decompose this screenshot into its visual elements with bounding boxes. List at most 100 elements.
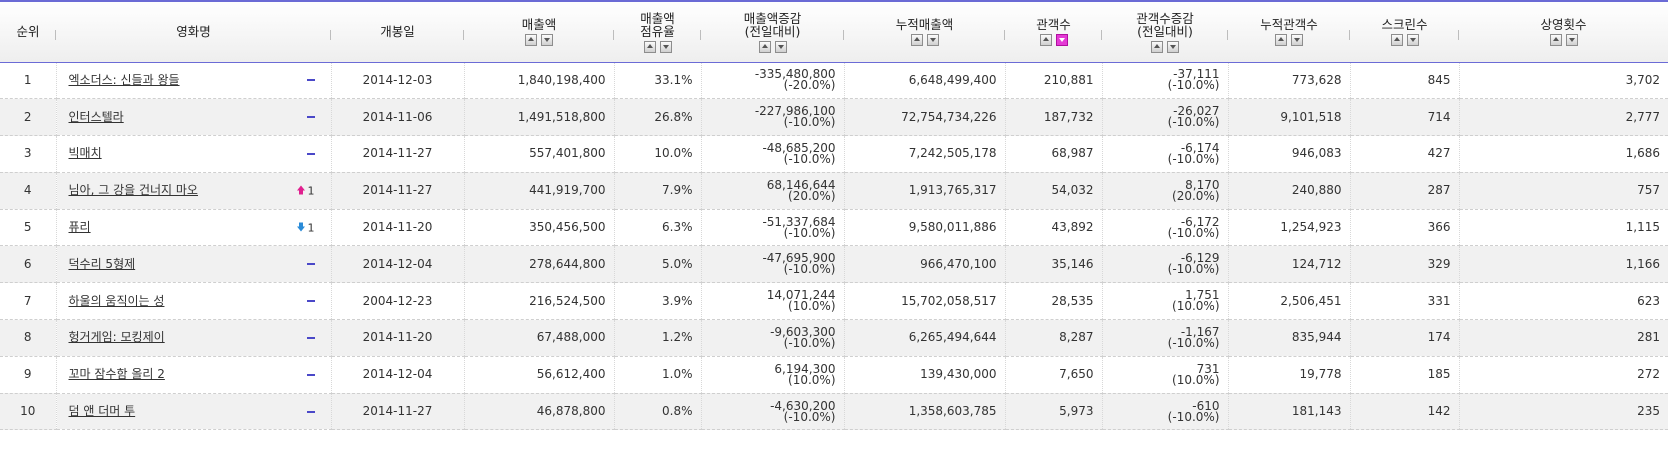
sort-desc-button[interactable] <box>1055 34 1068 47</box>
sales-diff-cell-percent: (-10.0%) <box>783 262 836 277</box>
title-cell: 헝거게임: 모킹제이 <box>56 319 332 357</box>
rank-cell: 9 <box>0 356 57 394</box>
sales-share-cell: 26.8% <box>614 98 702 137</box>
shows-cell: 2,777 <box>1459 98 1668 137</box>
sort-asc-button[interactable] <box>1151 40 1163 53</box>
audience-diff-cell: -6,129 (-10.0%) <box>1102 245 1229 284</box>
acc-audience-cell: 19,778 <box>1228 356 1351 394</box>
sort-desc-button[interactable] <box>1565 34 1578 47</box>
sort-asc-button[interactable] <box>1039 34 1052 47</box>
sort-desc-button[interactable] <box>659 40 672 53</box>
col-header-title: 영화명 <box>56 2 331 63</box>
audience-cell: 54,032 <box>1005 172 1103 210</box>
sales-share-cell: 6.3% <box>614 209 702 247</box>
sort-desc-button[interactable] <box>926 34 939 47</box>
sort-asc-button[interactable] <box>643 40 656 53</box>
movie-title-link[interactable]: 꼬마 잠수함 올리 2 <box>68 367 165 382</box>
sort-desc-button[interactable] <box>1406 34 1419 47</box>
sort-desc-button[interactable] <box>774 40 787 53</box>
header-row: 순위 영화명 개봉일 매출액 매출액 점유율 매출액증감 (전일대비) 누적매출액 관객수 관객수증… <box>0 2 1668 63</box>
table-row: 4 님아, 그 강을 건너지 마오 1 2014-11-27 441,919,700 7.… <box>0 172 1668 210</box>
rank-cell: 6 <box>0 245 57 284</box>
audience-diff-cell: -6,174 (-10.0%) <box>1102 135 1229 173</box>
open-date-cell: 2014-11-20 <box>331 209 465 247</box>
audience-diff-cell: -1,167 (-10.0%) <box>1102 319 1229 357</box>
table-row: 6 덕수리 5형제 2014-12-04 278,644,800 5.0% -47,695… <box>0 245 1668 284</box>
movie-title-link[interactable]: 하울의 움직이는 성 <box>68 293 165 308</box>
screens-cell: 185 <box>1350 356 1460 394</box>
open-date-cell: 2014-12-03 <box>331 62 465 100</box>
movie-title-link[interactable]: 헝거게임: 모킹제이 <box>68 330 165 345</box>
table-header: 순위 영화명 개봉일 매출액 매출액 점유율 매출액증감 (전일대비) 누적매출액 관객수 관객수증… <box>0 2 1668 63</box>
movie-title-link[interactable]: 빅매치 <box>68 146 102 161</box>
sort-controls <box>1230 34 1348 47</box>
sales-diff-cell-value: -9,603,300 <box>770 324 836 339</box>
movie-title-link[interactable]: 덕수리 5형제 <box>68 256 136 271</box>
top-rule <box>0 0 1668 2</box>
open-date-cell: 2014-11-27 <box>331 135 465 173</box>
sales-cell: 216,524,500 <box>464 282 615 321</box>
table-row: 7 하울의 움직이는 성 2004-12-23 216,524,500 3.9% 14,0… <box>0 282 1668 321</box>
audience-diff-cell: -610 (-10.0%) <box>1102 393 1229 431</box>
sort-asc-button[interactable] <box>758 40 771 53</box>
sales-share-cell: 7.9% <box>614 172 702 210</box>
no-change-icon <box>306 373 315 376</box>
col-header-label: (전일대비) <box>744 23 801 39</box>
table-row: 10 덤 앤 더머 투 2014-11-27 46,878,800 0.8% -4,630… <box>0 393 1668 431</box>
movie-title-link[interactable]: 인터스텔라 <box>68 109 124 124</box>
sort-controls <box>1461 34 1666 47</box>
col-header-label: 상영횟수 <box>1540 17 1587 33</box>
no-change-icon <box>306 300 315 303</box>
sales-share-cell: 1.0% <box>614 356 702 394</box>
col-header-acc-aud: 누적관객수 <box>1228 2 1350 63</box>
sort-asc-button[interactable] <box>525 34 537 47</box>
sales-diff-cell: -47,695,900 (-10.0%) <box>701 245 845 284</box>
table-row: 2 인터스텔라 2014-11-06 1,491,518,800 26.8% -227,9… <box>0 98 1668 137</box>
audience-diff-cell-percent: (-10.0%) <box>1167 115 1220 130</box>
shows-cell: 3,702 <box>1459 62 1668 100</box>
rank-change <box>306 263 315 266</box>
sort-desc-button[interactable] <box>541 34 553 47</box>
sort-asc-button[interactable] <box>910 34 923 47</box>
sort-desc-button[interactable] <box>1167 40 1179 53</box>
movie-title-link[interactable]: 퓨리 <box>68 220 91 235</box>
screens-cell: 845 <box>1350 62 1460 100</box>
rank-change <box>306 300 315 303</box>
sort-controls <box>466 34 612 47</box>
audience-diff-cell-value: -37,111 <box>1173 67 1220 82</box>
rank-cell: 10 <box>0 393 57 431</box>
audience-cell: 187,732 <box>1005 98 1103 137</box>
no-change-icon <box>306 336 315 339</box>
title-cell: 님아, 그 강을 건너지 마오 1 <box>56 172 332 210</box>
table-row: 5 퓨리 1 2014-11-20 350,456,500 6.3% -51,337,684… <box>0 209 1668 247</box>
movie-title-link[interactable]: 엑소더스: 신들과 왕들 <box>68 72 180 87</box>
screens-cell: 287 <box>1350 172 1460 210</box>
sort-asc-button[interactable] <box>1390 34 1403 47</box>
rank-cell: 5 <box>0 209 57 247</box>
sales-diff-cell-percent: (-10.0%) <box>783 225 836 240</box>
movie-title-link[interactable]: 님아, 그 강을 건너지 마오 <box>68 183 198 198</box>
title-cell: 엑소더스: 신들과 왕들 <box>56 62 332 100</box>
sort-desc-button[interactable] <box>1291 34 1303 47</box>
acc-audience-cell: 9,101,518 <box>1228 98 1351 137</box>
sales-cell: 350,456,500 <box>464 209 615 247</box>
shows-cell: 623 <box>1459 282 1668 321</box>
open-date-cell: 2014-11-06 <box>331 98 465 137</box>
no-change-icon <box>306 263 315 266</box>
audience-diff-cell-percent: (20.0%) <box>1172 188 1220 203</box>
col-separator <box>1004 30 1005 40</box>
no-change-icon <box>306 116 315 119</box>
movie-title-link[interactable]: 덤 앤 더머 투 <box>68 404 136 419</box>
col-separator <box>1101 30 1102 40</box>
sort-controls <box>1104 40 1226 53</box>
sales-cell: 46,878,800 <box>464 393 615 431</box>
open-date-cell: 2014-12-04 <box>331 245 465 284</box>
audience-diff-cell-value: -610 <box>1192 398 1220 413</box>
sort-asc-button[interactable] <box>1275 34 1287 47</box>
table-row: 1 엑소더스: 신들과 왕들 2014-12-03 1,840,198,400 33.1… <box>0 62 1668 100</box>
acc-audience-cell: 2,506,451 <box>1228 282 1351 321</box>
sales-diff-cell-value: 14,071,244 <box>766 288 836 303</box>
col-header-aud-diff: 관객수증감 (전일대비) <box>1102 2 1228 63</box>
audience-diff-cell: -37,111 (-10.0%) <box>1102 62 1229 100</box>
sort-asc-button[interactable] <box>1549 34 1562 47</box>
